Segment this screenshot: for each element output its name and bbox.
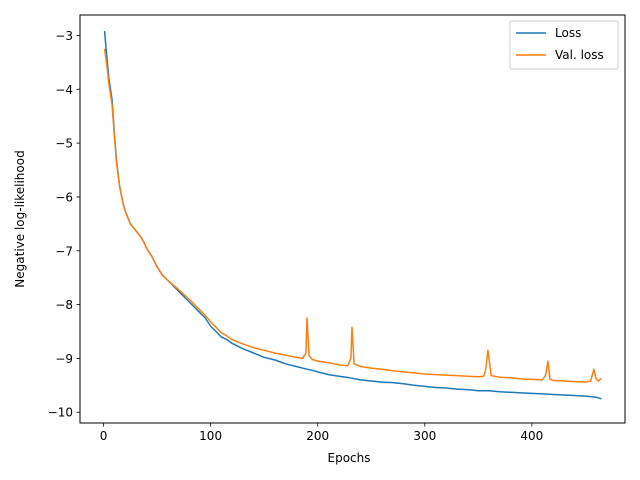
x-tick-label: 300 — [413, 429, 436, 443]
y-tick-label: −10 — [48, 406, 73, 420]
x-tick-label: 200 — [306, 429, 329, 443]
y-tick-label: −7 — [55, 244, 73, 258]
legend-label-val-loss: Val. loss — [555, 48, 604, 62]
series-line-val-loss — [103, 48, 602, 383]
y-tick-label: −8 — [55, 298, 73, 312]
plot-area — [79, 14, 626, 424]
y-axis: −3 −4 −5 −6 −7 −8 −9 −10 — [48, 29, 80, 420]
y-tick-label: −4 — [55, 83, 73, 97]
y-tick-label: −5 — [55, 137, 73, 151]
x-tick-label: 0 — [100, 429, 108, 443]
plot-frame — [79, 14, 626, 424]
y-axis-label: Negative log-likelihood — [13, 150, 27, 287]
y-tick-label: −9 — [55, 352, 73, 366]
y-tick-label: −6 — [55, 190, 73, 204]
legend: Loss Val. loss — [509, 20, 619, 70]
legend-label-loss: Loss — [555, 26, 581, 40]
y-tick-label: −3 — [55, 29, 73, 43]
x-tick-label: 400 — [520, 429, 543, 443]
series-layer — [103, 31, 602, 400]
x-tick-label: 100 — [199, 429, 222, 443]
x-axis: 0 100 200 300 400 — [100, 423, 543, 443]
x-axis-label: Epochs — [328, 451, 371, 465]
